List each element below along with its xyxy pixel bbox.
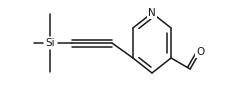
- Text: O: O: [196, 47, 204, 57]
- Text: N: N: [148, 8, 156, 18]
- Text: Si: Si: [45, 38, 55, 48]
